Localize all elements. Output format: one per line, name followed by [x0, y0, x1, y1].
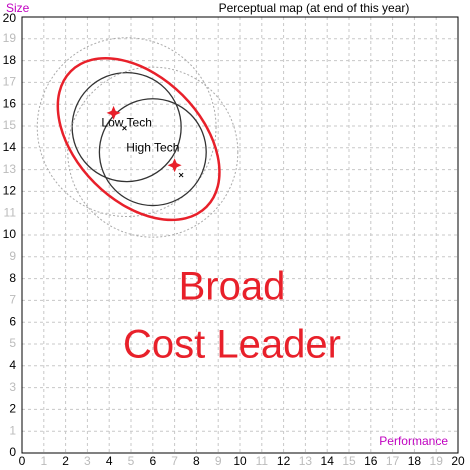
outer-circle [67, 66, 239, 238]
y-tick-label: 6 [9, 314, 16, 328]
y-tick-label: 17 [3, 75, 17, 89]
y-tick-label: 0 [9, 445, 16, 459]
x-tick-label: 15 [342, 454, 356, 468]
x-tick-label: 0 [19, 454, 26, 468]
y-tick-label: 19 [3, 31, 17, 45]
x-tick-label: 2 [62, 454, 69, 468]
y-axis-label: Size [6, 1, 30, 15]
chart-title: Perceptual map (at end of this year) [219, 1, 410, 15]
x-tick-label: 8 [193, 454, 200, 468]
segment-label: Low Tech [101, 115, 151, 129]
x-tick-label: 7 [171, 454, 178, 468]
segment-ellipse [56, 57, 221, 222]
y-tick-label: 1 [9, 423, 16, 437]
product-marker [106, 105, 121, 120]
annotation: Broad [179, 265, 286, 309]
x-tick-label: 9 [215, 454, 222, 468]
x-tick-label: 16 [364, 454, 378, 468]
y-tick-label: 4 [9, 358, 16, 372]
y-tick-label: 2 [9, 402, 16, 416]
y-tick-label: 12 [3, 184, 17, 198]
segment-circle [71, 71, 182, 183]
y-tick-label: 7 [9, 293, 16, 307]
segment-label: High Tech [126, 140, 179, 154]
outer-circle [36, 37, 217, 217]
annotation: Cost Leader [123, 323, 341, 367]
x-tick-label: 4 [106, 454, 113, 468]
ideal-point [178, 172, 184, 178]
segment-circle [98, 98, 207, 207]
x-tick-label: 1 [40, 454, 47, 468]
y-tick-label: 3 [9, 380, 16, 394]
x-tick-label: 13 [299, 454, 313, 468]
x-tick-label: 17 [386, 454, 400, 468]
product-marker [167, 158, 182, 173]
y-tick-label: 15 [3, 118, 17, 132]
y-tick-label: 8 [9, 271, 16, 285]
x-tick-label: 20 [451, 454, 465, 468]
y-tick-label: 20 [3, 11, 17, 25]
x-axis-label: Performance [379, 434, 448, 448]
x-tick-label: 10 [233, 454, 247, 468]
x-tick-label: 11 [256, 454, 269, 468]
x-tick-label: 12 [277, 454, 291, 468]
x-tick-label: 14 [321, 454, 335, 468]
x-tick-label: 19 [430, 454, 444, 468]
x-tick-label: 3 [84, 454, 91, 468]
y-tick-label: 14 [3, 140, 17, 154]
y-tick-label: 10 [3, 227, 17, 241]
y-tick-label: 5 [9, 336, 16, 350]
y-tick-label: 18 [3, 53, 17, 67]
x-tick-label: 5 [128, 454, 135, 468]
y-tick-label: 13 [3, 162, 17, 176]
plot-border [21, 16, 459, 454]
y-tick-label: 9 [9, 249, 16, 263]
y-tick-label: 11 [4, 205, 17, 219]
x-tick-label: 18 [408, 454, 422, 468]
x-tick-label: 6 [149, 454, 156, 468]
y-tick-label: 16 [3, 96, 17, 110]
ideal-point [122, 125, 127, 131]
